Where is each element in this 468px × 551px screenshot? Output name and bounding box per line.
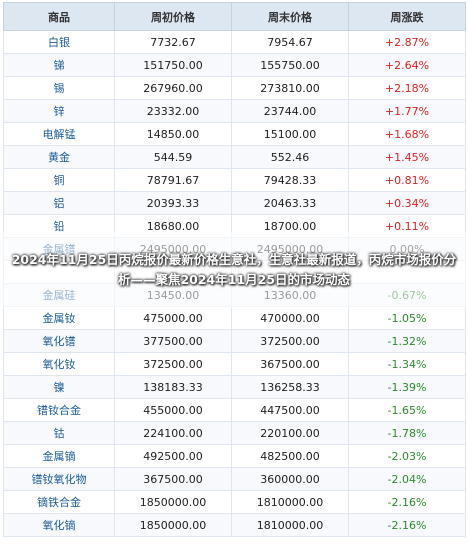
cell-week-end-price: 1810000.00: [231, 490, 349, 514]
cell-commodity: 金属镝: [3, 444, 115, 468]
table-row: 锑 151750.00 155750.00 +2.64%: [3, 53, 466, 77]
table-row: 锌 23332.00 23744.00 +1.77%: [3, 99, 466, 123]
cell-commodity: 锑: [3, 53, 115, 77]
table-row: 电解锰 14850.00 15100.00 +1.68%: [3, 122, 466, 146]
header-week-end-price: 周末价格: [231, 2, 349, 31]
cell-week-end-price: 155750.00: [231, 53, 349, 77]
cell-week-start-price: 138183.33: [114, 375, 232, 399]
table-row: 镝铁合金 1850000.00 1810000.00 -2.16%: [3, 490, 466, 514]
cell-weekly-change: -1.05%: [348, 306, 466, 330]
cell-week-end-price: 20463.33: [231, 191, 349, 215]
cell-week-start-price: 367500.00: [114, 467, 232, 491]
cell-commodity: 镨钕氧化物: [3, 467, 115, 491]
cell-weekly-change: -1.39%: [348, 375, 466, 399]
cell-weekly-change: -1.65%: [348, 398, 466, 422]
table-row: 氧化钕 372500.00 367500.00 -1.34%: [3, 352, 466, 376]
cell-commodity: 铝: [3, 191, 115, 215]
cell-week-start-price: 20393.33: [114, 191, 232, 215]
cell-week-end-price: 79428.33: [231, 168, 349, 192]
cell-week-end-price: 372500.00: [231, 329, 349, 353]
cell-week-end-price: 136258.33: [231, 375, 349, 399]
cell-weekly-change: +2.18%: [348, 76, 466, 100]
cell-week-start-price: 492500.00: [114, 444, 232, 468]
cell-week-end-price: 23744.00: [231, 99, 349, 123]
cell-commodity: 镨钕合金: [3, 398, 115, 422]
table-row: 氧化镝 1850000.00 1810000.00 -2.16%: [3, 513, 466, 537]
header-week-start-price: 周初价格: [114, 2, 232, 31]
table-header-row: 商品 周初价格 周末价格 周涨跌: [3, 2, 466, 31]
cell-week-end-price: 470000.00: [231, 306, 349, 330]
headline-overlay: 2024年11月25日丙烷报价最新价格生意社，生意社最新报道，丙烷市场报价分析—…: [0, 232, 468, 308]
cell-week-start-price: 14850.00: [114, 122, 232, 146]
cell-week-end-price: 367500.00: [231, 352, 349, 376]
cell-week-start-price: 475000.00: [114, 306, 232, 330]
cell-weekly-change: -2.03%: [348, 444, 466, 468]
table-row: 钴 224100.00 220100.00 -1.78%: [3, 421, 466, 445]
cell-week-end-price: 220100.00: [231, 421, 349, 445]
cell-weekly-change: +0.81%: [348, 168, 466, 192]
cell-weekly-change: -1.34%: [348, 352, 466, 376]
cell-week-start-price: 78791.67: [114, 168, 232, 192]
cell-week-end-price: 15100.00: [231, 122, 349, 146]
cell-week-start-price: 544.59: [114, 145, 232, 169]
table-row: 铜 78791.67 79428.33 +0.81%: [3, 168, 466, 192]
cell-weekly-change: -2.16%: [348, 490, 466, 514]
cell-commodity: 氧化镨: [3, 329, 115, 353]
cell-weekly-change: +0.34%: [348, 191, 466, 215]
cell-week-start-price: 372500.00: [114, 352, 232, 376]
cell-week-end-price: 447500.00: [231, 398, 349, 422]
cell-commodity: 锌: [3, 99, 115, 123]
cell-weekly-change: -2.16%: [348, 513, 466, 537]
cell-week-start-price: 23332.00: [114, 99, 232, 123]
cell-weekly-change: +1.68%: [348, 122, 466, 146]
table-row: 锡 267960.00 273810.00 +2.18%: [3, 76, 466, 100]
cell-week-end-price: 482500.00: [231, 444, 349, 468]
cell-week-end-price: 273810.00: [231, 76, 349, 100]
cell-commodity: 白银: [3, 30, 115, 54]
table-row: 白银 7732.67 7954.67 +2.87%: [3, 30, 466, 54]
table-row: 镨钕合金 455000.00 447500.00 -1.65%: [3, 398, 466, 422]
header-commodity: 商品: [3, 2, 115, 31]
cell-week-end-price: 360000.00: [231, 467, 349, 491]
cell-commodity: 镝铁合金: [3, 490, 115, 514]
table-row: 金属镝 492500.00 482500.00 -2.03%: [3, 444, 466, 468]
table-row: 镍 138183.33 136258.33 -1.39%: [3, 375, 466, 399]
cell-commodity: 锡: [3, 76, 115, 100]
cell-week-start-price: 7732.67: [114, 30, 232, 54]
cell-week-start-price: 1850000.00: [114, 513, 232, 537]
cell-commodity: 黄金: [3, 145, 115, 169]
cell-weekly-change: -1.78%: [348, 421, 466, 445]
cell-commodity: 氧化钕: [3, 352, 115, 376]
cell-weekly-change: +2.87%: [348, 30, 466, 54]
cell-week-start-price: 151750.00: [114, 53, 232, 77]
cell-commodity: 电解锰: [3, 122, 115, 146]
cell-week-end-price: 552.46: [231, 145, 349, 169]
cell-week-end-price: 1810000.00: [231, 513, 349, 537]
cell-weekly-change: +1.45%: [348, 145, 466, 169]
cell-commodity: 铜: [3, 168, 115, 192]
cell-weekly-change: +2.64%: [348, 53, 466, 77]
table-row: 氧化镨 377500.00 372500.00 -1.32%: [3, 329, 466, 353]
headline-text: 2024年11月25日丙烷报价最新价格生意社，生意社最新报道，丙烷市场报价分析—…: [11, 252, 457, 287]
header-weekly-change: 周涨跌: [348, 2, 466, 31]
cell-week-end-price: 7954.67: [231, 30, 349, 54]
cell-commodity: 氧化镝: [3, 513, 115, 537]
cell-week-start-price: 224100.00: [114, 421, 232, 445]
cell-weekly-change: -2.04%: [348, 467, 466, 491]
cell-commodity: 钴: [3, 421, 115, 445]
cell-commodity: 金属钕: [3, 306, 115, 330]
cell-weekly-change: -1.32%: [348, 329, 466, 353]
table-row: 铝 20393.33 20463.33 +0.34%: [3, 191, 466, 215]
cell-week-start-price: 267960.00: [114, 76, 232, 100]
table-row: 黄金 544.59 552.46 +1.45%: [3, 145, 466, 169]
cell-week-start-price: 455000.00: [114, 398, 232, 422]
cell-week-start-price: 377500.00: [114, 329, 232, 353]
table-row: 镨钕氧化物 367500.00 360000.00 -2.04%: [3, 467, 466, 491]
cell-week-start-price: 1850000.00: [114, 490, 232, 514]
cell-commodity: 镍: [3, 375, 115, 399]
table-row: 金属钕 475000.00 470000.00 -1.05%: [3, 306, 466, 330]
cell-weekly-change: +1.77%: [348, 99, 466, 123]
